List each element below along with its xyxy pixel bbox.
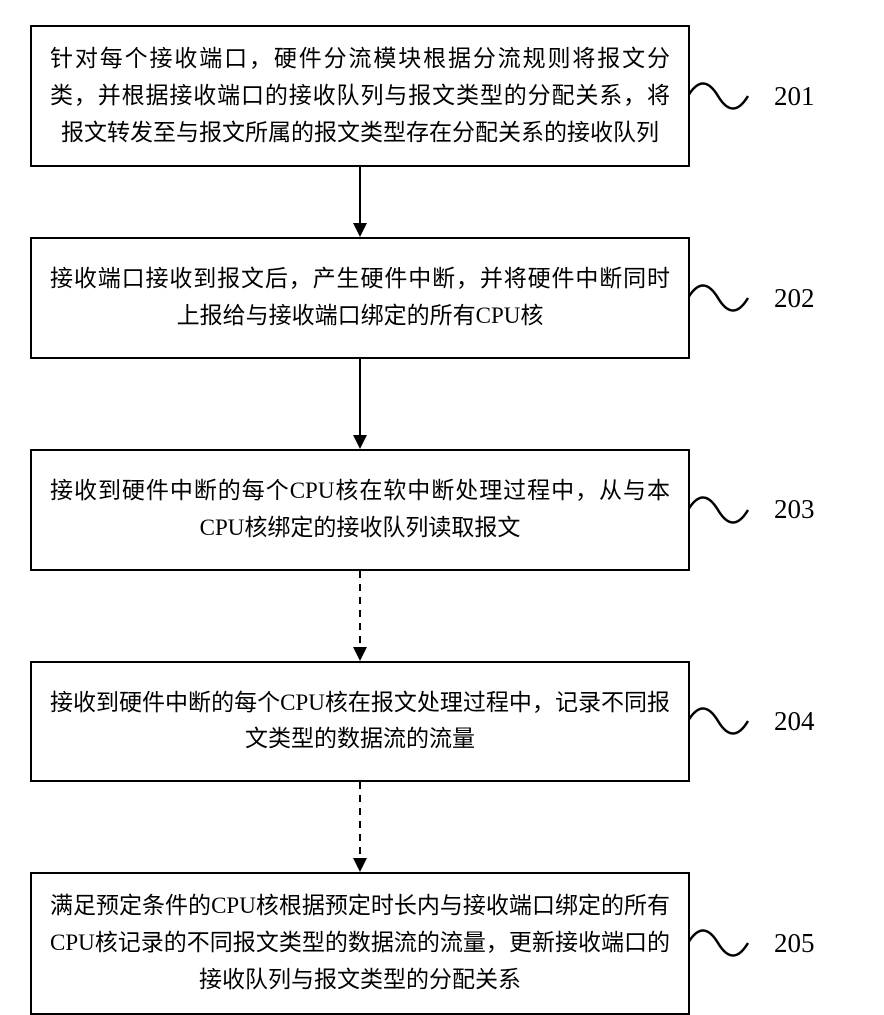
- arrow-down-icon: [350, 167, 370, 237]
- arrow-down-dashed-icon: [350, 782, 370, 872]
- curve-icon: [688, 480, 768, 540]
- step-label: 205: [774, 928, 815, 959]
- curve-icon: [688, 913, 768, 973]
- step-label: 203: [774, 494, 815, 525]
- connector: 201: [690, 66, 850, 126]
- flowchart-container: 针对每个接收端口，硬件分流模块根据分流规则将报文分类，并根据接收端口的接收队列与…: [30, 25, 850, 1015]
- arrow-wrap: [30, 782, 690, 872]
- step-label: 204: [774, 706, 815, 737]
- connector: 202: [690, 268, 850, 328]
- arrow-wrap: [30, 571, 690, 661]
- flow-row: 接收到硬件中断的每个CPU核在软中断处理过程中，从与本CPU核绑定的接收队列读取…: [30, 449, 850, 571]
- step-text: 针对每个接收端口，硬件分流模块根据分流规则将报文分类，并根据接收端口的接收队列与…: [50, 46, 670, 145]
- step-text: 满足预定条件的CPU核根据预定时长内与接收端口绑定的所有CPU核记录的不同报文类…: [50, 893, 670, 992]
- step-box-205: 满足预定条件的CPU核根据预定时长内与接收端口绑定的所有CPU核记录的不同报文类…: [30, 872, 690, 1014]
- arrow-wrap: [30, 167, 690, 237]
- curve-icon: [688, 691, 768, 751]
- connector: 205: [690, 913, 850, 973]
- flow-row: 满足预定条件的CPU核根据预定时长内与接收端口绑定的所有CPU核记录的不同报文类…: [30, 872, 850, 1014]
- step-label: 202: [774, 283, 815, 314]
- step-box-202: 接收端口接收到报文后，产生硬件中断，并将硬件中断同时上报给与接收端口绑定的所有C…: [30, 237, 690, 359]
- step-box-203: 接收到硬件中断的每个CPU核在软中断处理过程中，从与本CPU核绑定的接收队列读取…: [30, 449, 690, 571]
- step-label: 201: [774, 81, 815, 112]
- step-box-201: 针对每个接收端口，硬件分流模块根据分流规则将报文分类，并根据接收端口的接收队列与…: [30, 25, 690, 167]
- curve-icon: [688, 66, 768, 126]
- step-text: 接收到硬件中断的每个CPU核在报文处理过程中，记录不同报文类型的数据流的流量: [50, 690, 670, 752]
- arrow-down-icon: [350, 359, 370, 449]
- arrow-wrap: [30, 359, 690, 449]
- step-text: 接收到硬件中断的每个CPU核在软中断处理过程中，从与本CPU核绑定的接收队列读取…: [50, 478, 670, 540]
- connector: 203: [690, 480, 850, 540]
- step-box-204: 接收到硬件中断的每个CPU核在报文处理过程中，记录不同报文类型的数据流的流量: [30, 661, 690, 783]
- flow-row: 接收到硬件中断的每个CPU核在报文处理过程中，记录不同报文类型的数据流的流量 2…: [30, 661, 850, 783]
- step-text: 接收端口接收到报文后，产生硬件中断，并将硬件中断同时上报给与接收端口绑定的所有C…: [50, 266, 670, 328]
- curve-icon: [688, 268, 768, 328]
- connector: 204: [690, 691, 850, 751]
- flow-row: 接收端口接收到报文后，产生硬件中断，并将硬件中断同时上报给与接收端口绑定的所有C…: [30, 237, 850, 359]
- arrow-down-dashed-icon: [350, 571, 370, 661]
- flow-row: 针对每个接收端口，硬件分流模块根据分流规则将报文分类，并根据接收端口的接收队列与…: [30, 25, 850, 167]
